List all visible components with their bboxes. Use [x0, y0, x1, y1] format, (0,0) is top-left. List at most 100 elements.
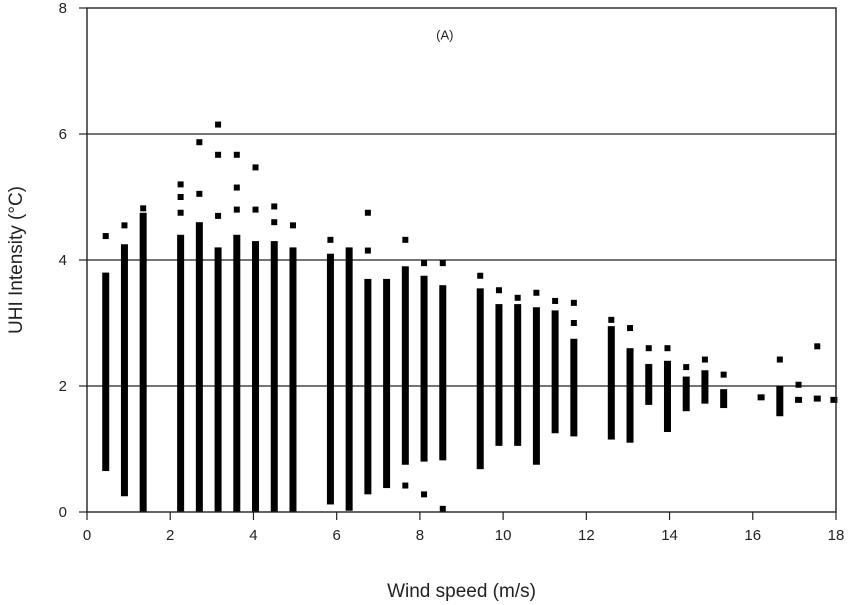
gridlines: [87, 133, 836, 387]
x-tick-label: 4: [249, 527, 257, 544]
data-point: [830, 396, 838, 403]
data-point: [421, 491, 428, 498]
x-axis-title: Wind speed (m/s): [387, 581, 536, 602]
data-column: [701, 370, 709, 404]
data-column: [551, 310, 559, 434]
data-column: [626, 348, 634, 443]
data-point: [645, 345, 652, 352]
x-tick-label: 0: [83, 527, 91, 544]
data-column: [177, 234, 185, 513]
data-point: [795, 396, 803, 403]
x-tick-label: 12: [578, 527, 595, 544]
data-column: [663, 360, 671, 432]
data-point: [102, 233, 109, 240]
data-point: [795, 381, 802, 388]
y-tick-label: 2: [59, 378, 67, 395]
x-tick-label: 10: [495, 527, 512, 544]
data-point: [364, 247, 371, 254]
data-column: [439, 285, 447, 461]
data-point: [177, 194, 184, 200]
data-point: [252, 206, 259, 213]
y-tick-label: 0: [59, 504, 67, 521]
data-point: [215, 151, 222, 158]
y-axis-title: UHI Intensity (°C): [6, 186, 27, 334]
data-column: [289, 247, 297, 512]
data-point: [477, 272, 484, 279]
data-point: [252, 164, 259, 171]
data-point: [813, 395, 821, 402]
data-point: [271, 203, 278, 210]
data-point: [570, 299, 577, 306]
data-point: [215, 121, 222, 128]
data-point: [421, 260, 428, 267]
data-point: [289, 222, 296, 229]
data-column: [102, 272, 110, 472]
data-point: [720, 371, 727, 378]
data-point: [364, 209, 371, 216]
data-column: [514, 304, 522, 446]
data-column: [252, 241, 260, 512]
y-tick-label: 6: [59, 126, 67, 143]
data-columns: [102, 121, 838, 513]
x-axis-ticks: 0 2 4 6 8 10 12 14 16 18: [83, 512, 845, 544]
data-point: [439, 260, 446, 267]
x-tick-label: 18: [828, 527, 845, 544]
x-tick-label: 16: [744, 527, 761, 544]
y-tick-label: 8: [59, 0, 67, 17]
data-column: [645, 363, 653, 405]
data-point: [215, 212, 222, 219]
data-column: [570, 338, 578, 437]
x-tick-label: 2: [166, 527, 174, 544]
data-column: [720, 389, 728, 409]
data-column: [195, 222, 203, 512]
data-point: [570, 320, 577, 326]
data-point: [177, 181, 184, 188]
data-column: [270, 241, 278, 512]
data-point: [233, 184, 240, 191]
data-column: [383, 278, 391, 489]
data-point: [664, 345, 671, 352]
y-tick-label: 4: [59, 252, 67, 269]
data-point: [402, 482, 409, 489]
data-column: [495, 304, 503, 446]
data-column: [120, 244, 128, 497]
data-point: [196, 190, 203, 197]
data-point: [196, 139, 203, 146]
data-column: [532, 307, 540, 465]
data-point: [701, 356, 708, 363]
data-point: [552, 297, 559, 304]
data-point: [402, 236, 409, 243]
x-tick-label: 6: [332, 527, 340, 544]
data-column: [345, 247, 353, 511]
data-column: [326, 253, 334, 505]
data-point: [814, 343, 821, 350]
data-column: [401, 266, 409, 465]
data-point: [439, 505, 446, 512]
data-point: [608, 316, 615, 323]
data-point: [514, 294, 521, 301]
y-axis-ticks: 0 2 4 6 8: [59, 0, 87, 521]
data-point: [776, 356, 783, 363]
data-point: [140, 205, 147, 212]
data-point: [533, 289, 540, 296]
x-tick-label: 8: [416, 527, 424, 544]
x-tick-label: 14: [661, 527, 678, 544]
data-column: [233, 234, 241, 513]
data-point: [233, 206, 240, 213]
data-column: [776, 386, 784, 417]
data-column: [476, 288, 484, 470]
data-column: [607, 326, 615, 440]
panel-label: (A): [436, 28, 453, 43]
data-point: [495, 287, 502, 294]
data-column: [420, 275, 428, 462]
data-column: [682, 376, 690, 412]
data-point: [757, 394, 765, 401]
data-point: [627, 325, 634, 332]
data-point: [233, 151, 240, 158]
data-point: [177, 209, 184, 216]
data-column: [214, 247, 222, 512]
data-point: [271, 219, 278, 226]
data-point: [121, 222, 128, 229]
data-column: [139, 212, 147, 512]
